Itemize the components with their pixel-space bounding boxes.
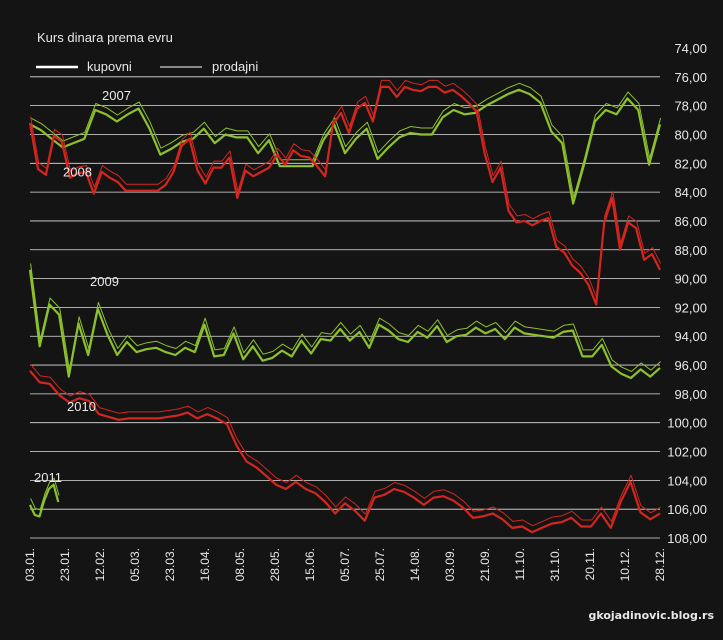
- series-2011-prodajni-line: [30, 477, 60, 511]
- y-tick-label: 96,00: [674, 358, 707, 373]
- series-2009-prodajni-line: [30, 263, 661, 372]
- series-2007-kupovni-line: [29, 88, 662, 205]
- series-2010-prodajni-line: [30, 363, 661, 527]
- y-tick-label: 88,00: [674, 243, 707, 258]
- x-tick-label: 03.01.: [23, 548, 37, 581]
- series-label-2011: 2011: [34, 470, 62, 485]
- series-2007-prodajni-line: [30, 82, 662, 198]
- y-tick-labels: 74,00 76,00 78,00 80,00 82,00 84,00 86,00 88,00…: [667, 41, 707, 546]
- y-tick-label: 98,00: [674, 387, 707, 402]
- x-tick-label: 14.08.: [408, 548, 422, 581]
- series-2008-kupovni-line: [28, 85, 661, 306]
- series-label-2009: 2009: [90, 274, 119, 289]
- series-2010-kupovni-line: [29, 370, 661, 534]
- legend: kupovni prodajni: [36, 59, 258, 74]
- y-tick-label: 80,00: [674, 127, 707, 142]
- x-tick-label: 23.03.: [163, 548, 177, 581]
- x-tick-label: 23.01.: [58, 548, 72, 581]
- watermark: gkojadinovic.blog.rs: [588, 609, 714, 622]
- series-2009-kupovni-line: [28, 269, 661, 380]
- y-tick-label: 102,00: [667, 445, 707, 460]
- x-tick-label: 12.02.: [93, 548, 107, 581]
- y-tick-label: 82,00: [674, 156, 707, 171]
- legend-label-prodajni: prodajni: [212, 59, 258, 74]
- x-tick-label: 03.09.: [443, 548, 457, 581]
- x-tick-label: 25.07.: [373, 548, 387, 581]
- y-tick-label: 86,00: [674, 214, 707, 229]
- x-tick-label: 08.05.: [233, 548, 247, 581]
- y-tick-label: 90,00: [674, 272, 707, 287]
- x-tick-label: 05.07.: [338, 548, 352, 581]
- x-tick-label: 16.04.: [198, 548, 212, 581]
- y-tick-label: 108,00: [667, 531, 707, 546]
- y-tick-label: 104,00: [667, 473, 707, 488]
- series-2011-kupovni-line: [29, 483, 60, 518]
- series-layer: [28, 79, 662, 534]
- y-tick-label: 106,00: [667, 502, 707, 517]
- y-tick-label: 76,00: [674, 70, 707, 85]
- series-label-2010: 2010: [67, 399, 96, 414]
- series-label-2007: 2007: [102, 88, 131, 103]
- legend-label-kupovni: kupovni: [87, 59, 132, 74]
- x-tick-label: 05.03.: [128, 548, 142, 581]
- chart-title: Kurs dinara prema evru: [37, 30, 173, 45]
- x-tick-label: 28.12.: [653, 548, 667, 581]
- x-tick-label: 31.10.: [548, 548, 562, 581]
- x-tick-label: 20.11.: [583, 548, 597, 580]
- x-tick-label: 21.09.: [478, 548, 492, 581]
- x-tick-label: 15.06.: [303, 548, 317, 581]
- x-tick-labels: 03.01. 23.01. 12.02. 05.03. 23.03. 16.04. 08.0…: [23, 548, 667, 581]
- y-tick-label: 100,00: [667, 416, 707, 431]
- y-tick-label: 94,00: [674, 329, 707, 344]
- y-tick-label: 92,00: [674, 300, 707, 315]
- series-label-2008: 2008: [63, 164, 92, 179]
- x-tick-label: 11.10.: [513, 548, 527, 580]
- x-tick-label: 28.05.: [268, 548, 282, 581]
- y-tick-label: 74,00: [674, 41, 707, 56]
- x-tick-label: 10.12.: [618, 548, 632, 581]
- series-2008-prodajni-line: [30, 79, 662, 299]
- y-tick-label: 84,00: [674, 185, 707, 200]
- series-labels: 2007 2008 2009 2010 2011: [34, 88, 131, 485]
- grid-layer: [30, 76, 660, 539]
- y-tick-label: 78,00: [674, 99, 707, 114]
